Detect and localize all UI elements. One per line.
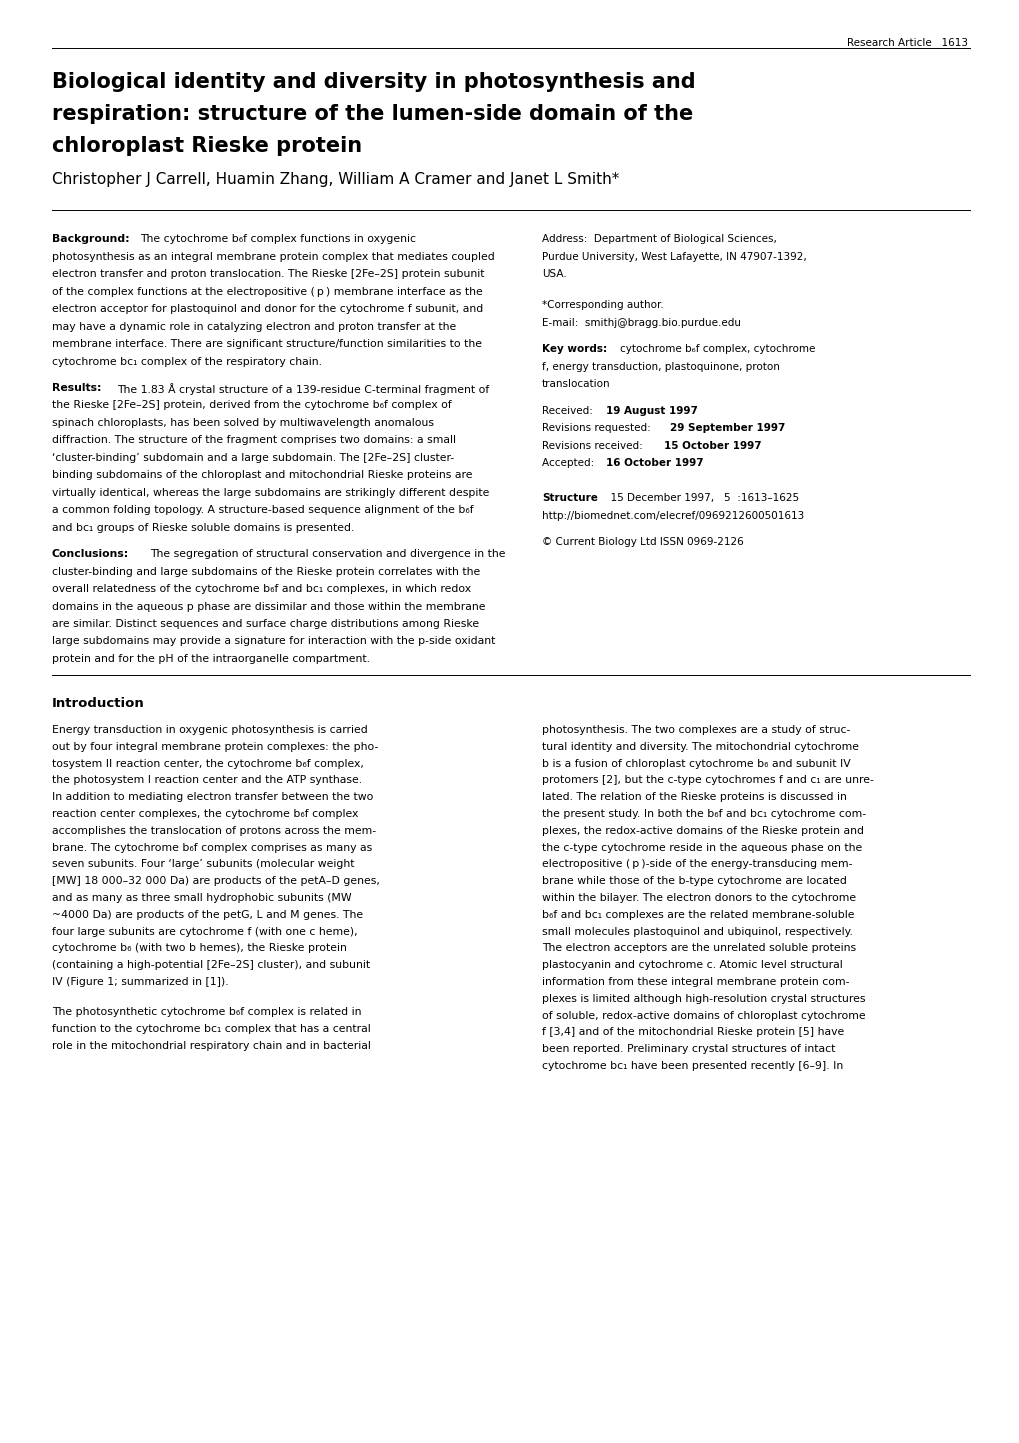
Text: cytochrome bc₁ have been presented recently [6–9]. In: cytochrome bc₁ have been presented recen… bbox=[541, 1061, 843, 1071]
Text: http://biomednet.com/elecref/0969212600501613: http://biomednet.com/elecref/09692126005… bbox=[541, 511, 803, 521]
Text: The electron acceptors are the unrelated soluble proteins: The electron acceptors are the unrelated… bbox=[541, 944, 855, 954]
Text: four large subunits are cytochrome f (with one c heme),: four large subunits are cytochrome f (wi… bbox=[52, 926, 358, 937]
Text: Address:  Department of Biological Sciences,: Address: Department of Biological Scienc… bbox=[541, 234, 776, 244]
Text: Purdue University, West Lafayette, IN 47907-1392,: Purdue University, West Lafayette, IN 47… bbox=[541, 251, 806, 261]
Text: IV (Figure 1; summarized in [1]).: IV (Figure 1; summarized in [1]). bbox=[52, 977, 228, 987]
Text: ‘cluster-binding’ subdomain and a large subdomain. The [2Fe–2S] cluster-: ‘cluster-binding’ subdomain and a large … bbox=[52, 453, 453, 463]
Text: ~4000 Da) are products of the petG, L and M genes. The: ~4000 Da) are products of the petG, L an… bbox=[52, 909, 363, 919]
Text: overall relatedness of the cytochrome b₆f and bc₁ complexes, in which redox: overall relatedness of the cytochrome b₆… bbox=[52, 584, 471, 595]
Text: protein and for the pH of the intraorganelle compartment.: protein and for the pH of the intraorgan… bbox=[52, 654, 370, 664]
Text: respiration: structure of the lumen-side domain of the: respiration: structure of the lumen-side… bbox=[52, 104, 693, 124]
Text: The cytochrome b₆f complex functions in oxygenic: The cytochrome b₆f complex functions in … bbox=[140, 234, 416, 244]
Text: been reported. Preliminary crystal structures of intact: been reported. Preliminary crystal struc… bbox=[541, 1045, 835, 1055]
Text: b₆f and bc₁ complexes are the related membrane-soluble: b₆f and bc₁ complexes are the related me… bbox=[541, 909, 854, 919]
Text: of soluble, redox-active domains of chloroplast cytochrome: of soluble, redox-active domains of chlo… bbox=[541, 1010, 865, 1020]
Text: tosystem II reaction center, the cytochrome b₆f complex,: tosystem II reaction center, the cytochr… bbox=[52, 759, 364, 769]
Text: f, energy transduction, plastoquinone, proton: f, energy transduction, plastoquinone, p… bbox=[541, 362, 780, 372]
Text: may have a dynamic role in catalyzing electron and proton transfer at the: may have a dynamic role in catalyzing el… bbox=[52, 322, 455, 332]
Text: small molecules plastoquinol and ubiquinol, respectively.: small molecules plastoquinol and ubiquin… bbox=[541, 926, 852, 937]
Text: photosynthesis. The two complexes are a study of struc-: photosynthesis. The two complexes are a … bbox=[541, 724, 850, 734]
Text: Conclusions:: Conclusions: bbox=[52, 548, 129, 558]
Text: spinach chloroplasts, has been solved by multiwavelength anomalous: spinach chloroplasts, has been solved by… bbox=[52, 418, 433, 427]
Text: translocation: translocation bbox=[541, 380, 610, 390]
Text: cytochrome b₆f complex, cytochrome: cytochrome b₆f complex, cytochrome bbox=[620, 345, 814, 354]
Text: plexes, the redox-active domains of the Rieske protein and: plexes, the redox-active domains of the … bbox=[541, 825, 863, 835]
Text: plastocyanin and cytochrome c. Atomic level structural: plastocyanin and cytochrome c. Atomic le… bbox=[541, 960, 842, 970]
Text: The segregation of structural conservation and divergence in the: The segregation of structural conservati… bbox=[150, 548, 505, 558]
Text: domains in the aqueous p phase are dissimilar and those within the membrane: domains in the aqueous p phase are dissi… bbox=[52, 602, 485, 612]
Text: [MW] 18 000–32 000 Da) are products of the petA–D genes,: [MW] 18 000–32 000 Da) are products of t… bbox=[52, 876, 379, 886]
Text: function to the cytochrome bc₁ complex that has a central: function to the cytochrome bc₁ complex t… bbox=[52, 1025, 370, 1035]
Text: E-mail:  smithj@bragg.bio.purdue.edu: E-mail: smithj@bragg.bio.purdue.edu bbox=[541, 317, 740, 328]
Text: Research Article   1613: Research Article 1613 bbox=[846, 38, 967, 48]
Text: cytochrome b₆ (with two b hemes), the Rieske protein: cytochrome b₆ (with two b hemes), the Ri… bbox=[52, 944, 346, 954]
Text: diffraction. The structure of the fragment comprises two domains: a small: diffraction. The structure of the fragme… bbox=[52, 436, 455, 446]
Text: cytochrome bc₁ complex of the respiratory chain.: cytochrome bc₁ complex of the respirator… bbox=[52, 356, 322, 367]
Text: the Rieske [2Fe–2S] protein, derived from the cytochrome b₆f complex of: the Rieske [2Fe–2S] protein, derived fro… bbox=[52, 400, 451, 410]
Text: b is a fusion of chloroplast cytochrome b₆ and subunit IV: b is a fusion of chloroplast cytochrome … bbox=[541, 759, 850, 769]
Text: accomplishes the translocation of protons across the mem-: accomplishes the translocation of proton… bbox=[52, 825, 376, 835]
Text: Received:: Received: bbox=[541, 405, 599, 416]
Text: f [3,4] and of the mitochondrial Rieske protein [5] have: f [3,4] and of the mitochondrial Rieske … bbox=[541, 1027, 844, 1038]
Text: the c-type cytochrome reside in the aqueous phase on the: the c-type cytochrome reside in the aque… bbox=[541, 843, 861, 853]
Text: tural identity and diversity. The mitochondrial cytochrome: tural identity and diversity. The mitoch… bbox=[541, 742, 858, 752]
Text: are similar. Distinct sequences and surface charge distributions among Rieske: are similar. Distinct sequences and surf… bbox=[52, 619, 479, 629]
Text: lated. The relation of the Rieske proteins is discussed in: lated. The relation of the Rieske protei… bbox=[541, 792, 846, 802]
Text: photosynthesis as an integral membrane protein complex that mediates coupled: photosynthesis as an integral membrane p… bbox=[52, 251, 494, 261]
Text: within the bilayer. The electron donors to the cytochrome: within the bilayer. The electron donors … bbox=[541, 893, 855, 903]
Text: Background:: Background: bbox=[52, 234, 129, 244]
Text: 19 August 1997: 19 August 1997 bbox=[605, 405, 697, 416]
Text: the photosystem I reaction center and the ATP synthase.: the photosystem I reaction center and th… bbox=[52, 775, 362, 785]
Text: 16 October 1997: 16 October 1997 bbox=[605, 457, 703, 468]
Text: the present study. In both the b₆f and bc₁ cytochrome com-: the present study. In both the b₆f and b… bbox=[541, 810, 865, 820]
Text: (containing a high-potential [2Fe–2S] cluster), and subunit: (containing a high-potential [2Fe–2S] cl… bbox=[52, 960, 370, 970]
Text: Christopher J Carrell, Huamin Zhang, William A Cramer and Janet L Smith*: Christopher J Carrell, Huamin Zhang, Wil… bbox=[52, 172, 619, 188]
Text: Key words:: Key words: bbox=[541, 345, 606, 354]
Text: binding subdomains of the chloroplast and mitochondrial Rieske proteins are: binding subdomains of the chloroplast an… bbox=[52, 470, 472, 481]
Text: role in the mitochondrial respiratory chain and in bacterial: role in the mitochondrial respiratory ch… bbox=[52, 1040, 371, 1051]
Text: large subdomains may provide a signature for interaction with the p-side oxidant: large subdomains may provide a signature… bbox=[52, 636, 495, 646]
Text: Introduction: Introduction bbox=[52, 697, 145, 710]
Text: Accepted:: Accepted: bbox=[541, 457, 600, 468]
Text: Revisions requested:: Revisions requested: bbox=[541, 423, 656, 433]
Text: and as many as three small hydrophobic subunits (MW: and as many as three small hydrophobic s… bbox=[52, 893, 352, 903]
Text: chloroplast Rieske protein: chloroplast Rieske protein bbox=[52, 136, 362, 156]
Text: membrane interface. There are significant structure/function similarities to the: membrane interface. There are significan… bbox=[52, 339, 482, 349]
Text: Revisions received:: Revisions received: bbox=[541, 440, 649, 450]
Text: Energy transduction in oxygenic photosynthesis is carried: Energy transduction in oxygenic photosyn… bbox=[52, 724, 368, 734]
Text: of the complex functions at the electropositive ( p ) membrane interface as the: of the complex functions at the electrop… bbox=[52, 287, 482, 296]
Text: cluster-binding and large subdomains of the Rieske protein correlates with the: cluster-binding and large subdomains of … bbox=[52, 567, 480, 577]
Text: out by four integral membrane protein complexes: the pho-: out by four integral membrane protein co… bbox=[52, 742, 378, 752]
Text: seven subunits. Four ‘large’ subunits (molecular weight: seven subunits. Four ‘large’ subunits (m… bbox=[52, 860, 355, 869]
Text: Structure: Structure bbox=[541, 494, 597, 504]
Text: electron transfer and proton translocation. The Rieske [2Fe–2S] protein subunit: electron transfer and proton translocati… bbox=[52, 268, 484, 278]
Text: information from these integral membrane protein com-: information from these integral membrane… bbox=[541, 977, 849, 987]
Text: electron acceptor for plastoquinol and donor for the cytochrome f subunit, and: electron acceptor for plastoquinol and d… bbox=[52, 304, 483, 315]
Text: Biological identity and diversity in photosynthesis and: Biological identity and diversity in pho… bbox=[52, 72, 695, 92]
Text: The photosynthetic cytochrome b₆f complex is related in: The photosynthetic cytochrome b₆f comple… bbox=[52, 1007, 361, 1017]
Text: and bc₁ groups of Rieske soluble domains is presented.: and bc₁ groups of Rieske soluble domains… bbox=[52, 522, 354, 532]
Text: virtually identical, whereas the large subdomains are strikingly different despi: virtually identical, whereas the large s… bbox=[52, 488, 489, 498]
Text: USA.: USA. bbox=[541, 268, 567, 278]
Text: The 1.83 Å crystal structure of a 139-residue C-terminal fragment of: The 1.83 Å crystal structure of a 139-re… bbox=[117, 382, 489, 394]
Text: protomers [2], but the c-type cytochromes f and c₁ are unre-: protomers [2], but the c-type cytochrome… bbox=[541, 775, 873, 785]
Text: electropositive ( p )-side of the energy-transducing mem-: electropositive ( p )-side of the energy… bbox=[541, 860, 852, 869]
Text: 29 September 1997: 29 September 1997 bbox=[668, 423, 785, 433]
Text: reaction center complexes, the cytochrome b₆f complex: reaction center complexes, the cytochrom… bbox=[52, 810, 358, 820]
Text: Results:: Results: bbox=[52, 382, 102, 392]
Text: © Current Biology Ltd ISSN 0969-2126: © Current Biology Ltd ISSN 0969-2126 bbox=[541, 537, 743, 547]
Text: brane. The cytochrome b₆f complex comprises as many as: brane. The cytochrome b₆f complex compri… bbox=[52, 843, 372, 853]
Text: In addition to mediating electron transfer between the two: In addition to mediating electron transf… bbox=[52, 792, 373, 802]
Text: a common folding topology. A structure-based sequence alignment of the b₆f: a common folding topology. A structure-b… bbox=[52, 505, 473, 515]
Text: brane while those of the b-type cytochrome are located: brane while those of the b-type cytochro… bbox=[541, 876, 846, 886]
Text: plexes is limited although high-resolution crystal structures: plexes is limited although high-resoluti… bbox=[541, 994, 865, 1004]
Text: 15 October 1997: 15 October 1997 bbox=[663, 440, 760, 450]
Text: 15 December 1997,  5 :1613–1625: 15 December 1997, 5 :1613–1625 bbox=[603, 494, 798, 504]
Text: *Corresponding author.: *Corresponding author. bbox=[541, 300, 663, 310]
